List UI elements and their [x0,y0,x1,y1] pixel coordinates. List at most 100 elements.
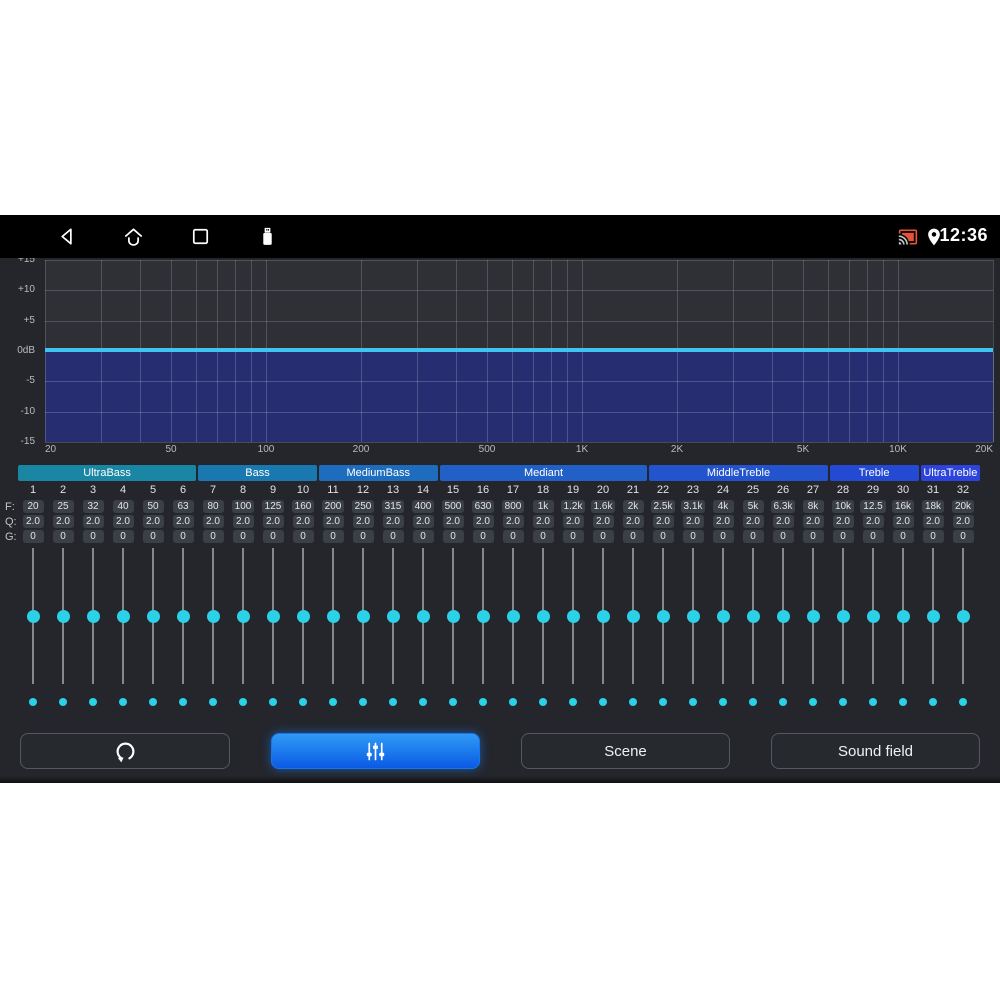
slider-knob[interactable] [26,610,40,623]
band-dot[interactable] [869,698,877,706]
eq-slider-ch19[interactable] [558,546,588,716]
band-dot[interactable] [899,698,907,706]
slider-knob[interactable] [296,610,310,623]
band-dot[interactable] [719,698,727,706]
slider-knob[interactable] [446,610,460,623]
slider-knob[interactable] [686,610,700,623]
band-dot[interactable] [59,698,67,706]
band-dot[interactable] [659,698,667,706]
band-dot[interactable] [299,698,307,706]
band-dot[interactable] [239,698,247,706]
slider-knob[interactable] [356,610,370,623]
eq-slider-ch17[interactable] [498,546,528,716]
slider-knob[interactable] [926,610,940,623]
eq-slider-ch22[interactable] [648,546,678,716]
band-dot[interactable] [689,698,697,706]
band-dot[interactable] [419,698,427,706]
band-dot[interactable] [389,698,397,706]
eq-slider-ch10[interactable] [288,546,318,716]
eq-slider-ch16[interactable] [468,546,498,716]
usb-drive-icon[interactable] [256,225,279,248]
eq-slider-ch31[interactable] [918,546,948,716]
band-dot[interactable] [599,698,607,706]
reset-button[interactable] [20,733,230,769]
band-dot[interactable] [929,698,937,706]
band-dot[interactable] [29,698,37,706]
band-dot[interactable] [569,698,577,706]
band-dot[interactable] [779,698,787,706]
eq-slider-ch20[interactable] [588,546,618,716]
eq-slider-ch2[interactable] [48,546,78,716]
equalizer-button[interactable] [271,733,480,769]
eq-slider-ch25[interactable] [738,546,768,716]
slider-knob[interactable] [386,610,400,623]
band-dot[interactable] [209,698,217,706]
slider-knob[interactable] [206,610,220,623]
slider-knob[interactable] [716,610,730,623]
band-dot[interactable] [839,698,847,706]
eq-slider-ch7[interactable] [198,546,228,716]
band-dot[interactable] [479,698,487,706]
band-dot[interactable] [449,698,457,706]
eq-slider-ch12[interactable] [348,546,378,716]
band-dot[interactable] [959,698,967,706]
band-dot[interactable] [179,698,187,706]
back-icon[interactable] [56,225,79,248]
band-dot[interactable] [89,698,97,706]
slider-knob[interactable] [56,610,70,623]
eq-slider-ch18[interactable] [528,546,558,716]
eq-slider-ch8[interactable] [228,546,258,716]
slider-knob[interactable] [566,610,580,623]
eq-slider-ch5[interactable] [138,546,168,716]
slider-knob[interactable] [866,610,880,623]
eq-slider-ch21[interactable] [618,546,648,716]
eq-slider-ch28[interactable] [828,546,858,716]
eq-slider-ch27[interactable] [798,546,828,716]
slider-knob[interactable] [116,610,130,623]
slider-knob[interactable] [806,610,820,623]
eq-slider-ch14[interactable] [408,546,438,716]
band-dot[interactable] [539,698,547,706]
slider-knob[interactable] [326,610,340,623]
eq-slider-ch11[interactable] [318,546,348,716]
scene-button[interactable]: Scene [521,733,730,769]
eq-slider-ch9[interactable] [258,546,288,716]
slider-knob[interactable] [626,610,640,623]
eq-slider-ch13[interactable] [378,546,408,716]
eq-slider-ch30[interactable] [888,546,918,716]
slider-knob[interactable] [596,610,610,623]
recents-icon[interactable] [189,225,212,248]
eq-slider-ch3[interactable] [78,546,108,716]
eq-slider-ch4[interactable] [108,546,138,716]
band-dot[interactable] [269,698,277,706]
slider-knob[interactable] [836,610,850,623]
slider-knob[interactable] [896,610,910,623]
slider-knob[interactable] [176,610,190,623]
sound-field-button[interactable]: Sound field [771,733,980,769]
home-icon[interactable] [122,225,145,248]
slider-knob[interactable] [956,610,970,623]
slider-knob[interactable] [746,610,760,623]
eq-slider-ch24[interactable] [708,546,738,716]
band-dot[interactable] [359,698,367,706]
band-dot[interactable] [329,698,337,706]
slider-knob[interactable] [506,610,520,623]
eq-slider-ch6[interactable] [168,546,198,716]
slider-knob[interactable] [86,610,100,623]
band-dot[interactable] [629,698,637,706]
band-dot[interactable] [809,698,817,706]
band-dot[interactable] [149,698,157,706]
slider-knob[interactable] [476,610,490,623]
slider-knob[interactable] [416,610,430,623]
slider-knob[interactable] [536,610,550,623]
slider-knob[interactable] [776,610,790,623]
eq-slider-ch1[interactable] [18,546,48,716]
slider-knob[interactable] [146,610,160,623]
band-dot[interactable] [119,698,127,706]
eq-slider-ch29[interactable] [858,546,888,716]
band-dot[interactable] [749,698,757,706]
slider-knob[interactable] [266,610,280,623]
eq-slider-ch26[interactable] [768,546,798,716]
eq-slider-ch23[interactable] [678,546,708,716]
slider-knob[interactable] [236,610,250,623]
